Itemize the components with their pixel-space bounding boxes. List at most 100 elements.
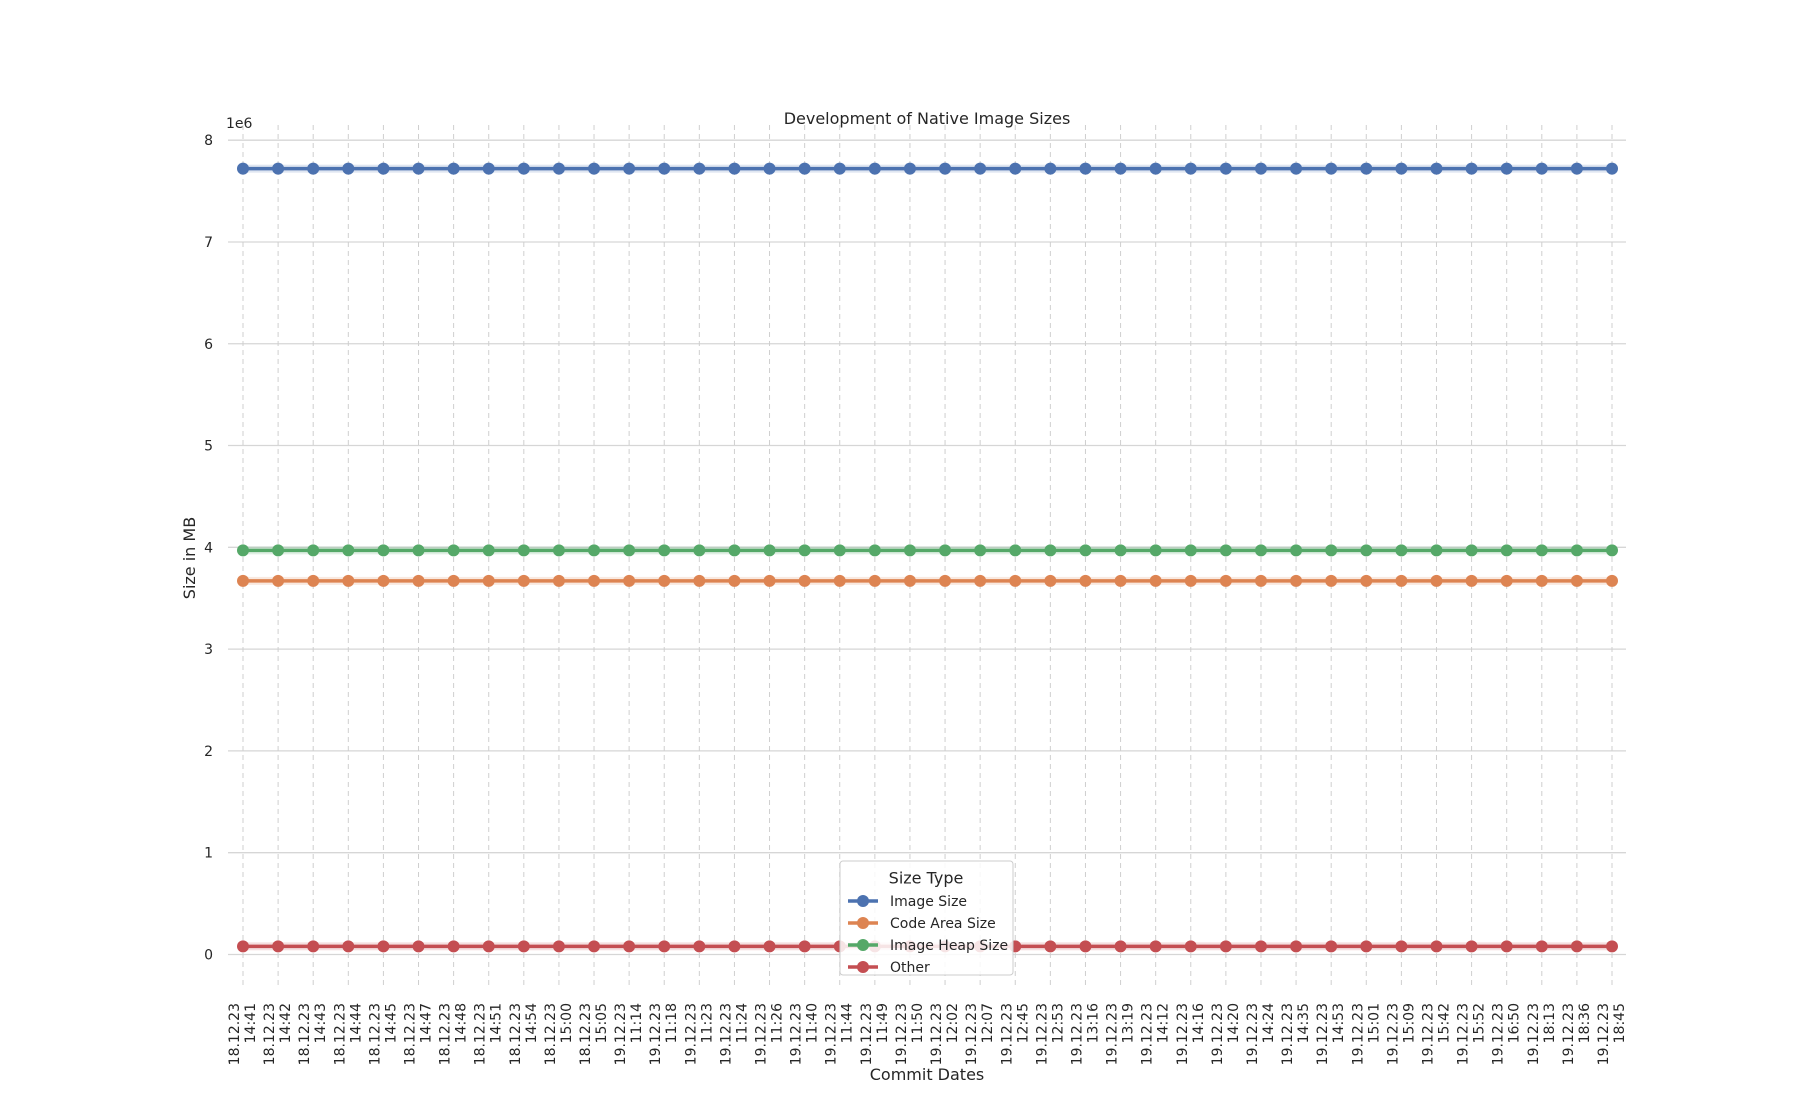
data-point bbox=[939, 162, 952, 175]
svg-text:15:01: 15:01 bbox=[1366, 1003, 1382, 1043]
data-point bbox=[1254, 544, 1267, 557]
svg-text:11:23: 11:23 bbox=[699, 1003, 715, 1043]
data-point bbox=[903, 544, 916, 557]
data-point bbox=[1114, 574, 1127, 587]
data-point bbox=[237, 544, 249, 557]
data-point bbox=[1606, 940, 1618, 953]
x-tick-label: 19.12.23 12:02 bbox=[929, 1003, 961, 1065]
x-tick-label: 19.12.23 14:12 bbox=[1140, 1003, 1172, 1065]
legend-marker bbox=[857, 895, 869, 907]
svg-text:19.12.23: 19.12.23 bbox=[613, 1003, 629, 1065]
svg-text:19.12.23: 19.12.23 bbox=[1350, 1003, 1366, 1065]
y-offset-text: 1e6 bbox=[226, 116, 253, 132]
x-tick-label: 19.12.23 11:49 bbox=[859, 1003, 891, 1065]
data-point bbox=[482, 544, 495, 557]
data-point bbox=[1149, 574, 1162, 587]
data-point bbox=[1325, 544, 1338, 557]
data-point bbox=[1606, 574, 1618, 587]
svg-text:18.12.23: 18.12.23 bbox=[332, 1003, 348, 1065]
y-tick-labels: 0 1 2 3 4 5 6 7 8 bbox=[204, 133, 213, 963]
svg-text:18:13: 18:13 bbox=[1542, 1003, 1558, 1043]
y-tick-label: 6 bbox=[204, 337, 213, 353]
legend-frame bbox=[839, 860, 1014, 976]
data-point bbox=[1325, 162, 1338, 175]
legend-title: Size Type bbox=[889, 869, 964, 888]
data-point bbox=[342, 544, 355, 557]
data-point bbox=[237, 574, 249, 587]
data-point bbox=[1044, 574, 1057, 587]
data-point bbox=[833, 574, 846, 587]
svg-text:14:41: 14:41 bbox=[243, 1003, 259, 1043]
x-tick-label: 19.12.23 12:53 bbox=[1034, 1003, 1066, 1065]
x-tick-label: 19.12.23 11:26 bbox=[754, 1003, 786, 1065]
x-tick-label: 19.12.23 11:44 bbox=[824, 1003, 856, 1065]
data-point bbox=[658, 162, 671, 175]
x-tick-label: 19.12.23 11:50 bbox=[894, 1003, 926, 1065]
svg-text:14:24: 14:24 bbox=[1261, 1003, 1277, 1043]
data-point bbox=[939, 544, 952, 557]
legend-label: Code Area Size bbox=[890, 916, 996, 932]
x-tick-label: 18.12.23 14:45 bbox=[367, 1003, 399, 1065]
x-tick-label: 19.12.23 18:13 bbox=[1526, 1003, 1558, 1065]
x-tick-label: 19.12.23 18:36 bbox=[1561, 1003, 1593, 1065]
svg-text:12:53: 12:53 bbox=[1050, 1003, 1066, 1043]
svg-text:18.12.23: 18.12.23 bbox=[367, 1003, 383, 1065]
y-tick-label: 3 bbox=[204, 642, 213, 658]
data-point bbox=[658, 940, 671, 953]
svg-text:19.12.23: 19.12.23 bbox=[1245, 1003, 1261, 1065]
data-point bbox=[833, 544, 846, 557]
svg-text:15:52: 15:52 bbox=[1472, 1003, 1488, 1043]
data-point bbox=[447, 544, 460, 557]
y-tick-label: 8 bbox=[204, 133, 213, 149]
data-point bbox=[763, 574, 776, 587]
y-tick-label: 2 bbox=[204, 744, 213, 760]
data-point bbox=[1395, 162, 1408, 175]
svg-text:12:07: 12:07 bbox=[980, 1003, 996, 1043]
data-point bbox=[1535, 162, 1548, 175]
data-point bbox=[482, 574, 495, 587]
data-point bbox=[1465, 162, 1478, 175]
data-point bbox=[1290, 940, 1303, 953]
data-point bbox=[1360, 162, 1373, 175]
svg-text:19.12.23: 19.12.23 bbox=[859, 1003, 875, 1065]
data-point bbox=[1009, 162, 1022, 175]
series-layer bbox=[237, 162, 1618, 953]
svg-text:14:20: 14:20 bbox=[1226, 1003, 1242, 1043]
legend-marker bbox=[857, 939, 869, 951]
y-tick-label: 5 bbox=[204, 439, 213, 455]
x-tick-label: 18.12.23 15:00 bbox=[543, 1003, 575, 1065]
svg-text:14:44: 14:44 bbox=[348, 1003, 364, 1043]
data-point bbox=[763, 544, 776, 557]
x-tick-label: 19.12.23 11:14 bbox=[613, 1003, 645, 1065]
data-point bbox=[1430, 544, 1443, 557]
data-point bbox=[1395, 940, 1408, 953]
svg-text:19.12.23: 19.12.23 bbox=[1561, 1003, 1577, 1065]
svg-text:18.12.23: 18.12.23 bbox=[473, 1003, 489, 1065]
data-point bbox=[1219, 544, 1232, 557]
data-point bbox=[798, 940, 811, 953]
data-point bbox=[307, 162, 320, 175]
x-tick-label: 18.12.23 14:47 bbox=[403, 1003, 435, 1065]
data-point bbox=[1360, 940, 1373, 953]
svg-text:19.12.23: 19.12.23 bbox=[964, 1003, 980, 1065]
data-point bbox=[1114, 162, 1127, 175]
svg-text:19.12.23: 19.12.23 bbox=[1140, 1003, 1156, 1065]
data-point bbox=[974, 544, 987, 557]
x-tick-label: 18.12.23 14:54 bbox=[508, 1003, 540, 1065]
series-code-area-size bbox=[237, 574, 1618, 587]
data-point bbox=[1535, 574, 1548, 587]
x-tick-label: 19.12.23 11:40 bbox=[789, 1003, 821, 1065]
svg-text:19.12.23: 19.12.23 bbox=[1069, 1003, 1085, 1065]
svg-text:19.12.23: 19.12.23 bbox=[1526, 1003, 1542, 1065]
data-point bbox=[552, 940, 565, 953]
data-point bbox=[1219, 162, 1232, 175]
data-point bbox=[1606, 544, 1618, 557]
x-tick-label: 19.12.23 11:23 bbox=[683, 1003, 715, 1065]
data-point bbox=[1184, 162, 1197, 175]
data-point bbox=[412, 940, 425, 953]
data-point bbox=[1500, 574, 1513, 587]
svg-text:19.12.23: 19.12.23 bbox=[648, 1003, 664, 1065]
data-point bbox=[868, 574, 881, 587]
svg-text:12:45: 12:45 bbox=[1015, 1003, 1031, 1043]
data-point bbox=[1465, 574, 1478, 587]
